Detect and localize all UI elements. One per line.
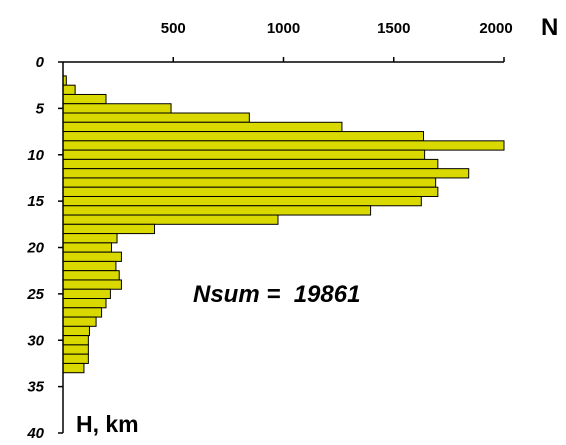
y-tick-label: 10 [27,147,44,164]
histogram-bar [62,335,89,346]
histogram-bar [62,362,85,374]
y-axis-label: H, km [76,411,139,437]
histogram-bar [62,205,372,216]
histogram-bar [62,168,470,179]
histogram-bar [62,177,437,188]
histogram-bar [62,121,343,133]
histogram-bar [62,288,111,300]
histogram-bar [62,149,426,160]
histogram-bar [62,112,250,123]
histogram-bar [62,260,117,272]
y-tick-label: 15 [27,193,44,210]
y-tick-label: 40 [26,425,44,440]
y-tick-label: 20 [26,240,44,257]
histogram-bar [62,195,422,207]
y-tick-label: 0 [36,54,45,71]
y-tick-labels: 0 5 10 15 20 25 30 35 40 [26,54,63,442]
histogram-bar [62,270,120,281]
histogram-bar [62,93,107,105]
histogram-bar [62,279,122,290]
histogram-bar [62,242,113,253]
histogram-bar [62,233,118,244]
x-axis-label: N [541,14,558,41]
histogram-bar [62,103,172,114]
histogram-bar [62,214,279,225]
histogram-bar [62,223,156,235]
x-tick-label: 1500 [377,20,410,37]
y-tick-label: 35 [27,379,44,396]
y-tick-label: 25 [26,286,44,303]
histogram-bar [62,131,425,142]
x-tick-label: 2000 [479,20,512,37]
histogram-bar [62,353,89,364]
x-tick-label: 500 [161,20,186,37]
histogram-bar [62,344,89,355]
x-tick-labels: 500 1000 1500 2000 [161,20,513,62]
histogram-bar [62,298,107,309]
bars-layer [62,75,505,374]
y-tick-label: 30 [27,332,44,349]
histogram-bar [62,251,122,262]
histogram-bar [62,140,505,151]
x-tick-label: 1000 [267,20,300,37]
histogram-bar [62,307,103,318]
histogram-bar [62,84,76,95]
histogram-bar [62,158,439,170]
histogram-bar [62,325,90,337]
nsum-annotation: Nsum = 19861 [193,281,360,308]
histogram-bar [62,186,439,197]
histogram-bar [62,316,97,327]
y-tick-label: 5 [36,100,45,117]
